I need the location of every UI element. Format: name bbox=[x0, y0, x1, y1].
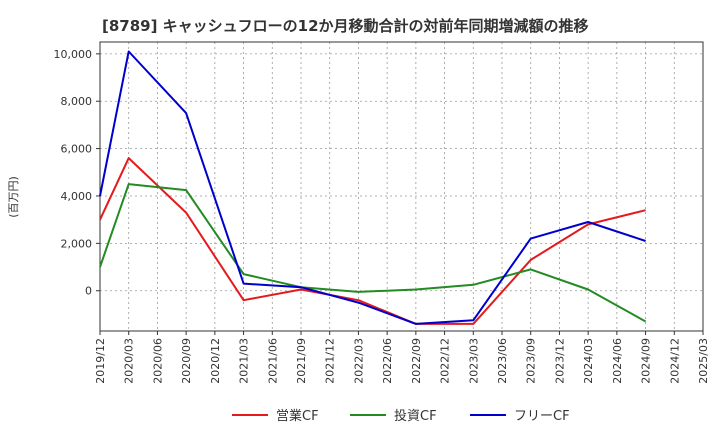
x-tick-label: 2020/06 bbox=[151, 338, 164, 384]
x-tick-label: 2021/09 bbox=[295, 338, 308, 384]
legend-label-3: フリーCF bbox=[514, 409, 570, 424]
x-tick-label: 2023/06 bbox=[496, 338, 509, 384]
x-tick-label: 2022/12 bbox=[439, 338, 452, 384]
x-tick-label: 2024/09 bbox=[640, 338, 653, 384]
x-tick-label: 2020/12 bbox=[209, 338, 222, 384]
y-axis-label: (百万円) bbox=[7, 176, 20, 218]
legend: 営業CF 投資CF フリーCF bbox=[232, 408, 570, 424]
y-tick-label: 0 bbox=[85, 285, 92, 298]
series-lines bbox=[99, 50, 647, 325]
x-tick-label: 2025/03 bbox=[697, 338, 710, 384]
x-tick-label: 2023/03 bbox=[467, 338, 480, 384]
series-line-3 bbox=[99, 50, 646, 325]
x-tick-label: 2024/06 bbox=[611, 338, 624, 384]
y-tick-label: 4,000 bbox=[61, 190, 93, 203]
x-tick-label: 2022/06 bbox=[381, 338, 394, 384]
x-tick-label: 2021/06 bbox=[266, 338, 279, 384]
y-tick-label: 6,000 bbox=[61, 143, 93, 156]
x-tick-label: 2020/09 bbox=[180, 338, 193, 384]
x-tick-label: 2021/12 bbox=[324, 338, 337, 384]
x-axis: 2019/12 2020/03 2020/06 2020/09 2020/12 2021/… bbox=[94, 331, 710, 384]
x-tick-label: 2023/12 bbox=[553, 338, 566, 384]
x-tick-label: 2024/12 bbox=[668, 338, 681, 384]
x-tick-label: 2024/03 bbox=[582, 338, 595, 384]
legend-label-2: 投資CF bbox=[394, 408, 437, 424]
y-tick-label: 10,000 bbox=[54, 48, 93, 61]
grid bbox=[99, 42, 704, 331]
x-tick-label: 2022/09 bbox=[410, 338, 423, 384]
chart-title: [8789] キャッシュフローの12か月移動合計の対前年同期増減額の推移 bbox=[102, 17, 589, 35]
legend-label-1: 営業CF bbox=[276, 408, 319, 424]
x-tick-label: 2023/09 bbox=[525, 338, 538, 384]
series-line-1 bbox=[99, 157, 646, 325]
x-tick-label: 2022/03 bbox=[352, 338, 365, 384]
x-tick-label: 2020/03 bbox=[123, 338, 136, 384]
x-tick-label: 2021/03 bbox=[238, 338, 251, 384]
plot-frame bbox=[99, 41, 704, 332]
y-tick-label: 2,000 bbox=[61, 237, 93, 250]
y-tick-label: 8,000 bbox=[61, 95, 93, 108]
y-axis: 0 2,000 4,000 6,000 8,000 10,000 bbox=[54, 48, 100, 298]
x-tick-label: 2019/12 bbox=[94, 338, 107, 384]
series-line-2 bbox=[99, 183, 647, 323]
